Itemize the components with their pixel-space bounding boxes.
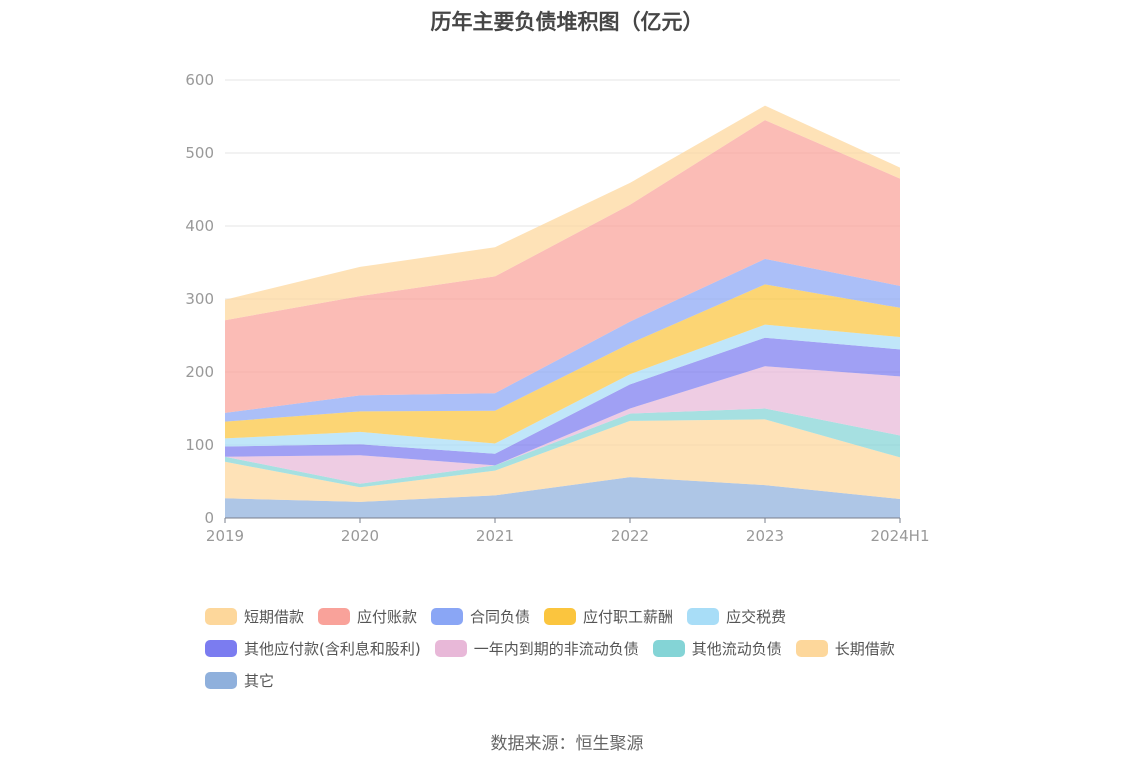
x-tick-label: 2024H1: [871, 527, 930, 545]
legend-swatch: [205, 639, 237, 657]
area-series[interactable]: [225, 284, 900, 444]
x-tick-label: 2019: [206, 527, 244, 545]
y-tick-label: 400: [185, 217, 214, 235]
legend-swatch: [544, 607, 577, 625]
legend-label: 其他应付款(含利息和股利): [244, 639, 421, 658]
legend-swatch: [652, 639, 685, 657]
legend-item[interactable]: 短期借款: [205, 606, 304, 627]
legend-row: 其他应付款(含利息和股利) 一年内到期的非流动负债 其他流动负债 长期借款: [205, 632, 965, 664]
y-tick-label: 0: [204, 509, 214, 527]
area-series[interactable]: [225, 366, 900, 484]
area-series[interactable]: [225, 105, 900, 321]
legend-row: 短期借款 应付账款 合同负债 应付职工薪酬 应交税费: [205, 600, 965, 632]
area-layer: [225, 105, 900, 518]
legend-label: 其他流动负债: [691, 639, 782, 658]
legend-label: 短期借款: [244, 607, 305, 626]
legend-row: 其它: [205, 664, 965, 696]
chart-title: 历年主要负债堆积图（亿元）: [430, 10, 704, 34]
x-tick-label: 2020: [341, 527, 379, 545]
legend-swatch: [431, 607, 464, 625]
legend: 短期借款 应付账款 合同负债 应付职工薪酬 应交税费其他应付款(含利息和股利) 一年内到期…: [205, 600, 965, 696]
legend-label: 其它: [244, 671, 275, 690]
legend-swatch: [687, 607, 720, 625]
area-series[interactable]: [225, 477, 900, 518]
legend-item[interactable]: 一年内到期的非流动负债: [434, 638, 639, 659]
area-series[interactable]: [225, 419, 900, 502]
area-series[interactable]: [225, 258, 900, 422]
legend-item[interactable]: 其它: [205, 670, 274, 691]
legend-item[interactable]: 长期借款: [795, 638, 895, 659]
y-tick-label: 300: [185, 290, 214, 308]
x-tick-label: 2022: [611, 527, 649, 545]
y-tick-label: 500: [185, 144, 214, 162]
legend-item[interactable]: 应付职工薪酬: [544, 606, 673, 627]
legend-swatch: [795, 639, 828, 657]
y-tick-label: 600: [185, 71, 214, 89]
legend-swatch: [205, 671, 237, 689]
legend-label: 应交税费: [726, 607, 787, 626]
legend-item[interactable]: 应付账款: [318, 606, 417, 627]
legend-label: 应付职工薪酬: [583, 607, 674, 626]
area-series[interactable]: [225, 337, 900, 466]
y-tick-label: 100: [185, 436, 214, 454]
area-series[interactable]: [225, 120, 900, 413]
legend-label: 一年内到期的非流动负债: [473, 639, 639, 658]
axis-layer: 0 100 200 300 400 500 600 2019 2020 2021 2022 2023 2…: [185, 71, 929, 545]
x-tick-label: 2023: [746, 527, 784, 545]
area-series[interactable]: [225, 324, 900, 454]
y-tick-label: 200: [185, 363, 214, 381]
legend-item[interactable]: 其他流动负债: [652, 638, 782, 659]
legend-item[interactable]: 应交税费: [687, 606, 786, 627]
legend-swatch: [318, 607, 351, 625]
legend-swatch: [434, 639, 467, 657]
legend-label: 应付账款: [357, 607, 418, 626]
legend-label: 长期借款: [834, 639, 895, 658]
legend-item[interactable]: 其他应付款(含利息和股利): [205, 638, 421, 659]
legend-swatch: [205, 607, 237, 625]
x-tick-label: 2021: [476, 527, 514, 545]
legend-label: 合同负债: [470, 607, 531, 626]
legend-item[interactable]: 合同负债: [431, 606, 530, 627]
data-source: 数据来源：恒生聚源: [490, 734, 644, 754]
